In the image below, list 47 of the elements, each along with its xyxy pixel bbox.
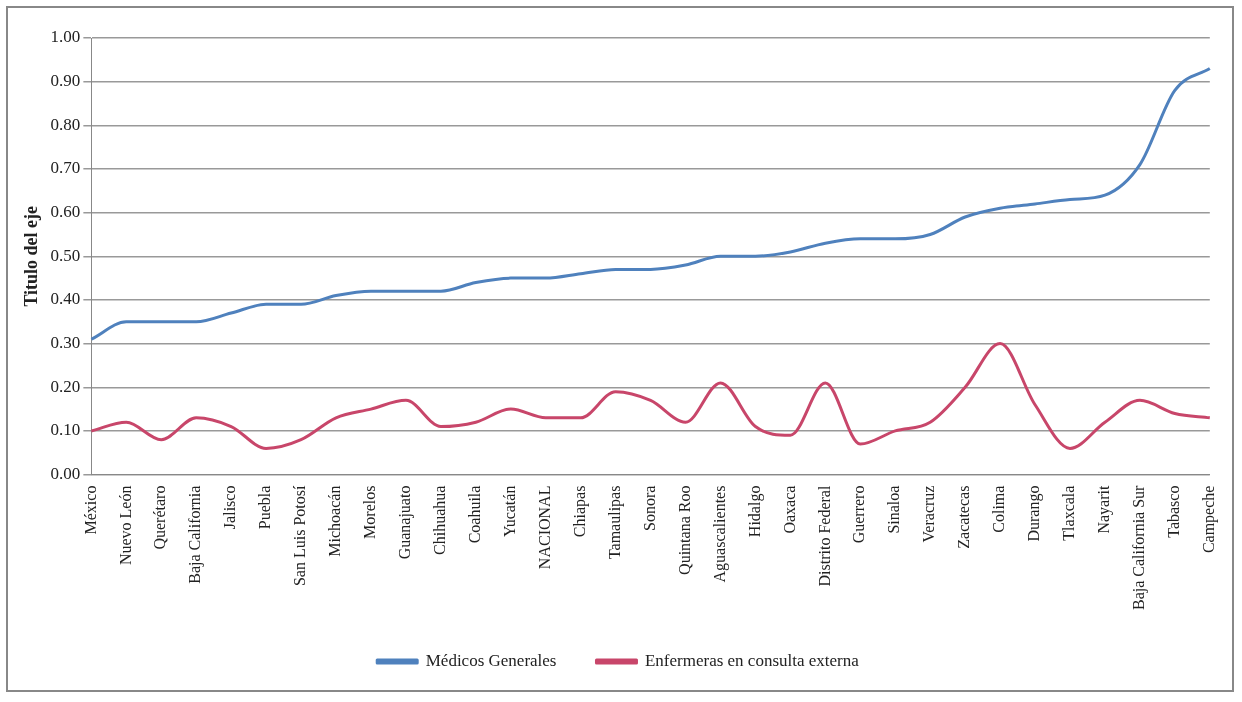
y-tick-label: 0.50 bbox=[50, 245, 81, 265]
x-tick-label: Hidalgo bbox=[745, 485, 764, 538]
x-tick-label: Quintana Roo bbox=[675, 485, 693, 575]
x-tick-label: Campeche bbox=[1200, 485, 1218, 554]
x-tick-label: México bbox=[81, 485, 99, 535]
x-tick-label: Tlaxcala bbox=[1060, 485, 1078, 541]
x-tick-label: Baja California Sur bbox=[1130, 484, 1149, 611]
x-tick-label: Chiapas bbox=[570, 485, 589, 538]
x-tick-label: Aguascalientes bbox=[710, 485, 729, 583]
x-tick-label: Nuevo León bbox=[116, 485, 134, 566]
y-tick-label: 0.20 bbox=[50, 376, 81, 396]
x-tick-label: San Luis Potosí bbox=[291, 485, 309, 587]
y-tick-label: 0.70 bbox=[50, 158, 81, 178]
x-tick-label: Coahuila bbox=[466, 485, 484, 544]
x-tick-label: Jalisco bbox=[221, 485, 239, 530]
y-tick-label: 0.80 bbox=[50, 114, 81, 134]
y-tick-label: 0.60 bbox=[50, 202, 81, 222]
x-tick-label: Chihuahua bbox=[431, 485, 449, 555]
y-tick-label: 0.30 bbox=[50, 333, 81, 353]
x-tick-label: Puebla bbox=[256, 485, 274, 530]
x-tick-label: Guerrero bbox=[850, 485, 868, 544]
x-tick-label: Zacatecas bbox=[955, 485, 973, 549]
x-tick-label: Michoacán bbox=[326, 485, 344, 557]
x-tick-label: NACIONAL bbox=[535, 485, 553, 570]
y-tick-label: 0.90 bbox=[50, 71, 81, 91]
x-tick-label: Oaxaca bbox=[780, 485, 798, 534]
legend-label: Enfermeras en consulta externa bbox=[644, 650, 860, 670]
legend-label: Médicos Generales bbox=[425, 650, 557, 670]
x-tick-label: Sonora bbox=[640, 485, 658, 531]
y-tick-label: 1.00 bbox=[50, 27, 81, 47]
x-tick-label: Tamaulipas bbox=[605, 485, 624, 560]
x-tick-label: Morelos bbox=[361, 485, 379, 539]
x-tick-label: Baja California bbox=[186, 485, 205, 584]
x-tick-label: Durango bbox=[1025, 485, 1044, 542]
y-tick-label: 0.00 bbox=[50, 464, 81, 484]
x-tick-label: Querétaro bbox=[151, 485, 169, 550]
x-tick-label: Colima bbox=[990, 485, 1008, 533]
x-tick-label: Guanajuato bbox=[396, 485, 415, 560]
x-tick-label: Sinaloa bbox=[885, 485, 903, 534]
y-axis-title: Titulo del eje bbox=[21, 205, 42, 307]
y-tick-label: 0.10 bbox=[50, 420, 81, 440]
x-tick-label: Yucatán bbox=[500, 485, 518, 538]
y-tick-label: 0.40 bbox=[50, 289, 81, 309]
x-tick-label: Veracruz bbox=[920, 485, 938, 543]
x-tick-label: Distrito Federal bbox=[815, 485, 833, 587]
x-tick-label: Nayarit bbox=[1095, 485, 1114, 534]
x-tick-label: Tabasco bbox=[1165, 485, 1183, 538]
